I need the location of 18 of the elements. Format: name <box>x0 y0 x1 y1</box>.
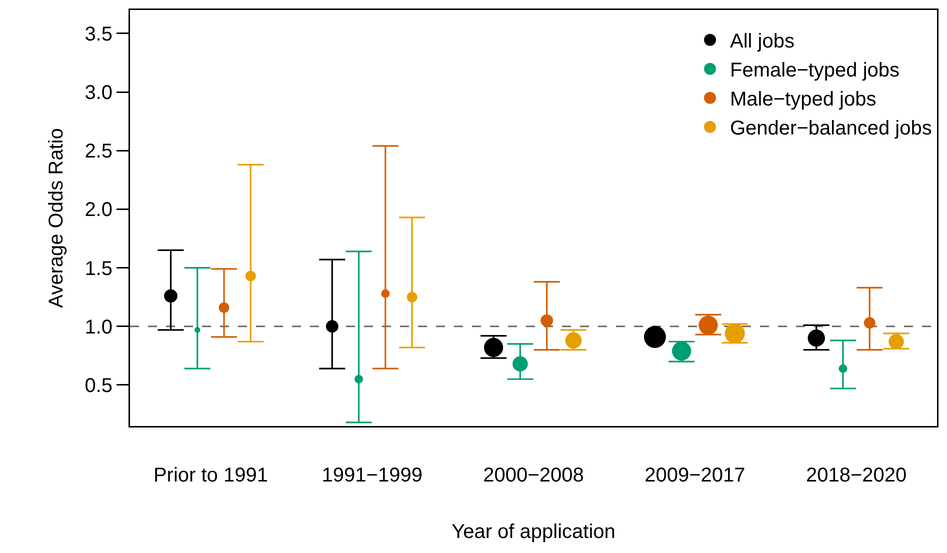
y-tick-label: 1.5 <box>84 258 112 280</box>
x-tick-label: 1991−1999 <box>322 464 422 486</box>
y-tick-label: 2.0 <box>84 199 112 222</box>
y-tick-label: 2.5 <box>84 140 112 163</box>
legend-label: Gender−balanced jobs <box>730 118 932 140</box>
y-tick-label: 1.0 <box>84 316 112 338</box>
x-tick-label: Prior to 1991 <box>153 464 268 486</box>
legend-label: Female−typed jobs <box>730 60 900 82</box>
y-tick-label: 0.5 <box>84 374 112 397</box>
x-axis-title: Year of application <box>452 520 616 543</box>
y-tick-label: 3.5 <box>84 23 112 46</box>
x-tick-label: 2009−2017 <box>644 464 746 486</box>
legend-label: Male−typed jobs <box>730 88 876 111</box>
y-axis-title: Average Odds Ratio <box>45 128 68 308</box>
legend-label: All jobs <box>730 30 794 53</box>
y-tick-label: 3.0 <box>84 82 112 104</box>
x-tick-label: 2018−2020 <box>806 464 907 486</box>
x-tick-label: 2000−2008 <box>483 464 584 486</box>
